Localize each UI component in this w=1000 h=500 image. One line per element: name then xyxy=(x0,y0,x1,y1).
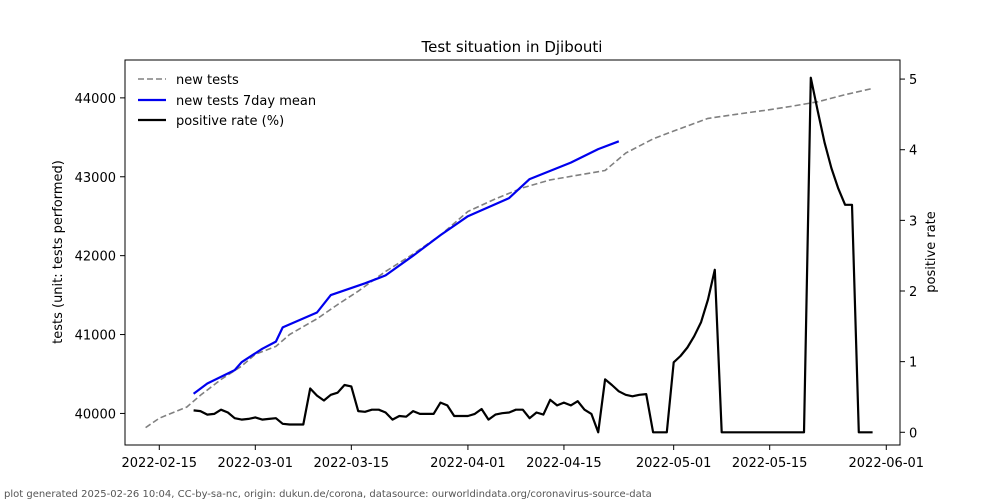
y2-axis-label: positive rate xyxy=(924,211,939,293)
legend-label-mean: new tests 7day mean xyxy=(176,94,316,109)
x-tick-label: 2022-06-01 xyxy=(849,456,925,471)
x-tick-label: 2022-04-15 xyxy=(526,456,602,471)
series-line-new-tests xyxy=(145,87,873,429)
chart-title: Test situation in Djibouti xyxy=(421,38,603,56)
legend-label-positive-rate: positive rate (%) xyxy=(176,114,284,129)
y2-tick-label: 1 xyxy=(909,356,917,371)
x-tick-label: 2022-02-15 xyxy=(122,456,198,471)
footer-credit: plot generated 2025-02-26 10:04, CC-by-s… xyxy=(4,489,652,500)
x-tick-label: 2022-05-15 xyxy=(732,456,808,471)
x-tick-label: 2022-03-15 xyxy=(314,456,390,471)
y-axis-label: tests (unit: tests performed) xyxy=(51,160,66,344)
y2-tick-label: 2 xyxy=(909,285,917,300)
y-tick-label: 42000 xyxy=(75,250,116,265)
y-tick-label: 43000 xyxy=(75,171,116,186)
y2-tick-label: 0 xyxy=(909,426,917,441)
x-tick-label: 2022-04-01 xyxy=(430,456,506,471)
y2-tick-label: 5 xyxy=(909,73,917,88)
legend-label-new-tests: new tests xyxy=(176,73,239,88)
y-tick-label: 41000 xyxy=(75,329,116,344)
series-line-positive-rate xyxy=(193,76,873,434)
x-tick-label: 2022-05-01 xyxy=(636,456,712,471)
legend: new tests new tests 7day mean positive r… xyxy=(138,73,316,129)
y2-tick-label: 4 xyxy=(909,144,917,159)
x-tick-label: 2022-03-01 xyxy=(218,456,294,471)
y-tick-label: 40000 xyxy=(75,407,116,422)
y-tick-label: 44000 xyxy=(75,92,116,107)
series-line-new-tests-7day-mean xyxy=(192,140,620,395)
y2-tick-label: 3 xyxy=(909,214,917,229)
plot-frame xyxy=(124,59,901,446)
